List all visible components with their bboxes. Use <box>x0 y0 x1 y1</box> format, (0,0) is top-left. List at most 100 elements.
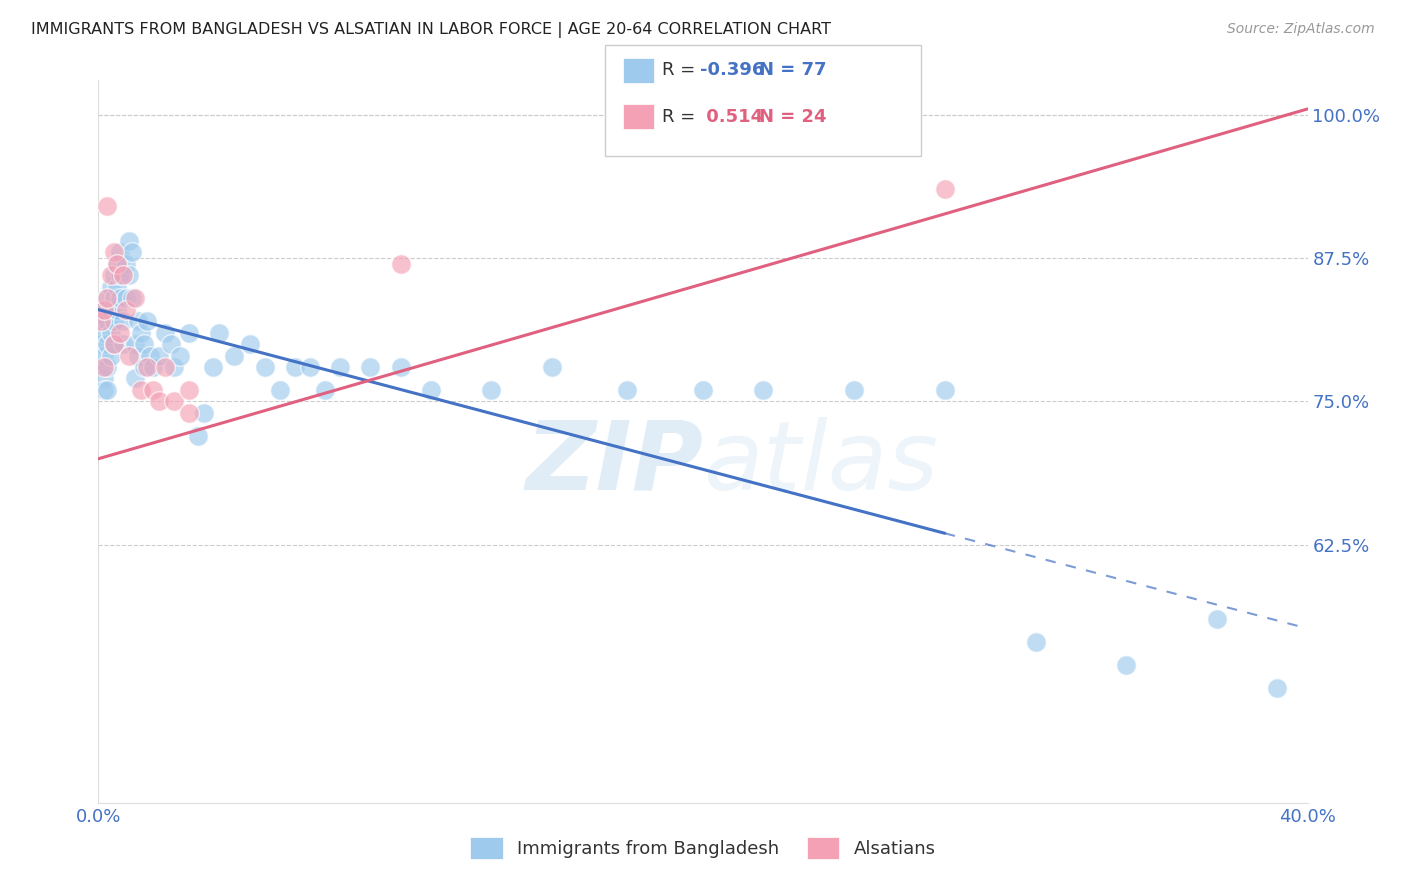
Point <box>1206 612 1229 626</box>
Text: N = 24: N = 24 <box>759 108 827 126</box>
Point <box>314 383 336 397</box>
Point <box>239 337 262 351</box>
Point <box>105 257 128 271</box>
Point <box>187 429 209 443</box>
Point <box>103 268 125 283</box>
Point <box>114 257 136 271</box>
Point <box>160 337 183 351</box>
Point <box>329 359 352 374</box>
Point <box>93 302 115 317</box>
Point <box>90 359 112 374</box>
Point <box>481 383 503 397</box>
Point <box>96 291 118 305</box>
Point <box>193 406 215 420</box>
Point <box>934 182 956 196</box>
Point <box>179 383 201 397</box>
Point <box>121 291 143 305</box>
Point <box>93 383 115 397</box>
Point <box>135 359 157 374</box>
Point <box>111 268 134 283</box>
Point <box>124 291 146 305</box>
Point <box>103 337 125 351</box>
Point <box>93 302 115 317</box>
Point <box>142 383 165 397</box>
Point <box>93 349 115 363</box>
Point <box>127 349 149 363</box>
Point <box>208 326 231 340</box>
Point <box>96 359 118 374</box>
Point <box>111 314 134 328</box>
Text: 0.514: 0.514 <box>700 108 763 126</box>
Point <box>299 359 322 374</box>
Point <box>389 257 412 271</box>
Point <box>148 394 170 409</box>
Text: -0.396: -0.396 <box>700 62 765 79</box>
Point <box>253 359 276 374</box>
Point <box>129 326 152 340</box>
Point <box>844 383 866 397</box>
Point <box>124 337 146 351</box>
Point <box>103 337 125 351</box>
Point <box>616 383 638 397</box>
Point <box>179 406 201 420</box>
Point <box>752 383 775 397</box>
Point <box>153 359 176 374</box>
Point <box>132 337 155 351</box>
Point <box>934 383 956 397</box>
Point <box>540 359 562 374</box>
Point <box>114 302 136 317</box>
Point <box>100 268 122 283</box>
Point <box>129 383 152 397</box>
Point <box>90 314 112 328</box>
Point <box>103 314 125 328</box>
Point <box>135 314 157 328</box>
Text: R =: R = <box>662 108 702 126</box>
Point <box>103 245 125 260</box>
Point <box>93 326 115 340</box>
Point <box>100 326 122 340</box>
Point <box>179 326 201 340</box>
Point <box>153 326 176 340</box>
Point <box>420 383 443 397</box>
Point <box>139 349 162 363</box>
Point <box>100 279 122 293</box>
Point <box>108 291 131 305</box>
Point <box>108 268 131 283</box>
Text: N = 77: N = 77 <box>759 62 827 79</box>
Point <box>105 302 128 317</box>
Point <box>142 359 165 374</box>
Point <box>108 326 131 340</box>
Point <box>389 359 412 374</box>
Point <box>127 314 149 328</box>
Text: Source: ZipAtlas.com: Source: ZipAtlas.com <box>1227 22 1375 37</box>
Point <box>202 359 225 374</box>
Point <box>111 337 134 351</box>
Point <box>284 359 307 374</box>
Point <box>269 383 291 397</box>
Point <box>96 199 118 213</box>
Point <box>118 349 141 363</box>
Point <box>121 245 143 260</box>
Point <box>148 349 170 363</box>
Legend: Immigrants from Bangladesh, Alsatians: Immigrants from Bangladesh, Alsatians <box>463 830 943 866</box>
Point <box>114 291 136 305</box>
Point <box>360 359 382 374</box>
Text: atlas: atlas <box>703 417 938 509</box>
Point <box>96 291 118 305</box>
Point <box>93 359 115 374</box>
Point <box>108 245 131 260</box>
Text: IMMIGRANTS FROM BANGLADESH VS ALSATIAN IN LABOR FORCE | AGE 20-64 CORRELATION CH: IMMIGRANTS FROM BANGLADESH VS ALSATIAN I… <box>31 22 831 38</box>
Text: R =: R = <box>662 62 702 79</box>
Point <box>1267 681 1289 695</box>
Point <box>96 383 118 397</box>
Point <box>224 349 246 363</box>
Point <box>96 337 118 351</box>
Point <box>692 383 714 397</box>
Point <box>103 291 125 305</box>
Point <box>163 359 186 374</box>
Point <box>118 234 141 248</box>
Point <box>105 257 128 271</box>
Point <box>100 349 122 363</box>
Point <box>1024 635 1046 649</box>
Point <box>163 394 186 409</box>
